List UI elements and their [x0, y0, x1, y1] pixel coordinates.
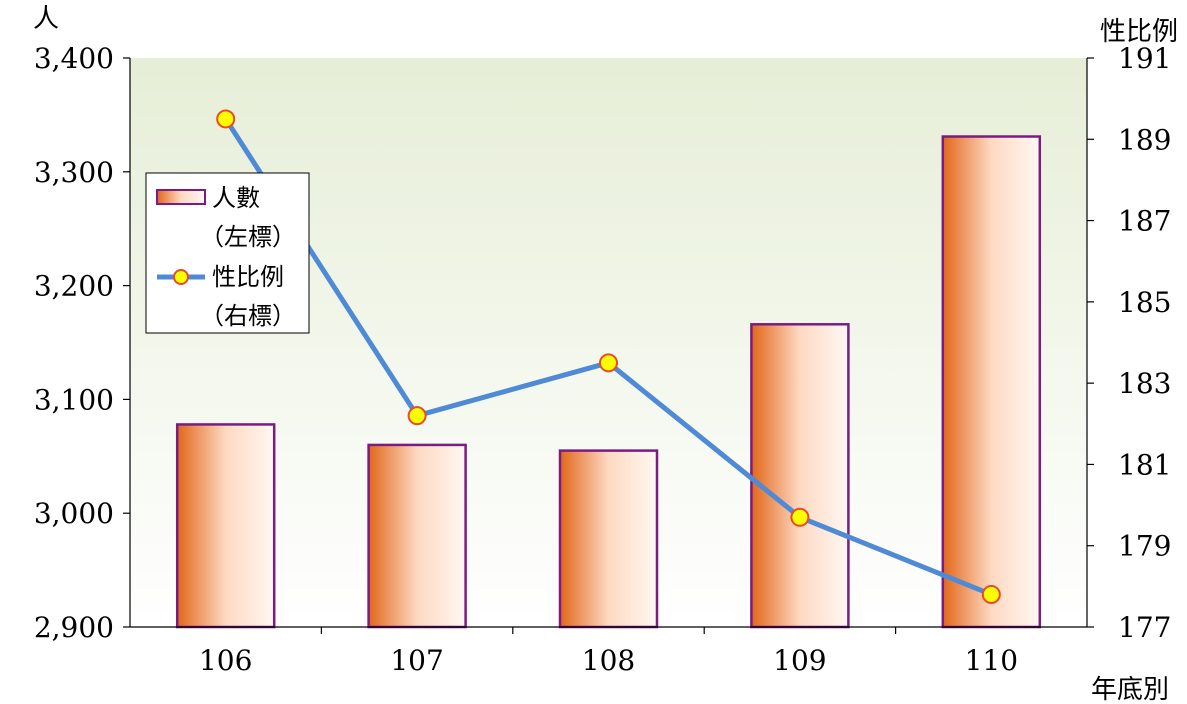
y-left-unit: 人 — [33, 4, 59, 34]
x-unit: 年底別 — [1091, 675, 1169, 704]
legend-bar-swatch — [156, 189, 206, 205]
sex-ratio-point-108 — [599, 353, 618, 373]
y-right-tick-label: 189 — [1118, 123, 1171, 156]
legend-item-ratio-sub: （右標） — [200, 302, 296, 330]
y-left-tick-label: 3,000 — [34, 497, 114, 530]
y-right-tick-label: 191 — [1118, 42, 1171, 75]
y-left-tick-label: 3,100 — [34, 383, 114, 416]
sex-ratio-point-106 — [216, 109, 236, 129]
y-left-tick-label: 3,300 — [34, 156, 114, 189]
x-tick-label: 106 — [199, 644, 252, 677]
sex-ratio-point-109 — [790, 507, 810, 527]
legend: 人數 （左標） 性比例 （右標） — [145, 172, 310, 334]
y-right-unit: 性比例 — [1100, 17, 1178, 47]
y-right-tick-label: 177 — [1118, 611, 1171, 644]
x-tick-label: 107 — [390, 644, 443, 677]
bar-110 — [941, 135, 1042, 629]
y-right-tick-label: 183 — [1118, 367, 1171, 400]
y-right-tick-label: 181 — [1118, 448, 1171, 481]
ticks-layer: 3,400 3,300 3,200 3,100 3,000 2,900 191 189 187 1… — [34, 42, 1172, 677]
x-tick-label: 108 — [582, 644, 635, 677]
y-left-tick-label: 3,400 — [34, 42, 114, 75]
bar-106 — [175, 423, 276, 629]
bar-107 — [367, 443, 467, 629]
line-layer — [216, 109, 1001, 604]
sex-ratio-point-110 — [981, 584, 1001, 604]
y-left-tick-label: 3,200 — [34, 270, 114, 303]
y-right-tick-label: 185 — [1118, 286, 1171, 319]
legend-item-ratio: 性比例 — [212, 263, 284, 291]
x-tick-label: 110 — [965, 644, 1018, 677]
y-left-tick-label: 2,900 — [34, 611, 114, 644]
x-tick-label: 109 — [773, 644, 826, 677]
y-right-tick-label: 187 — [1118, 205, 1171, 238]
bar-108 — [558, 449, 659, 629]
legend-item-count-sub: （左標） — [200, 223, 296, 251]
legend-item-count: 人數 — [212, 184, 260, 212]
bar-109 — [750, 323, 850, 629]
y-right-tick-label: 179 — [1118, 530, 1171, 563]
bars-layer — [175, 135, 1042, 629]
sex-ratio-point-107 — [407, 406, 427, 426]
legend-line-marker — [173, 269, 189, 285]
